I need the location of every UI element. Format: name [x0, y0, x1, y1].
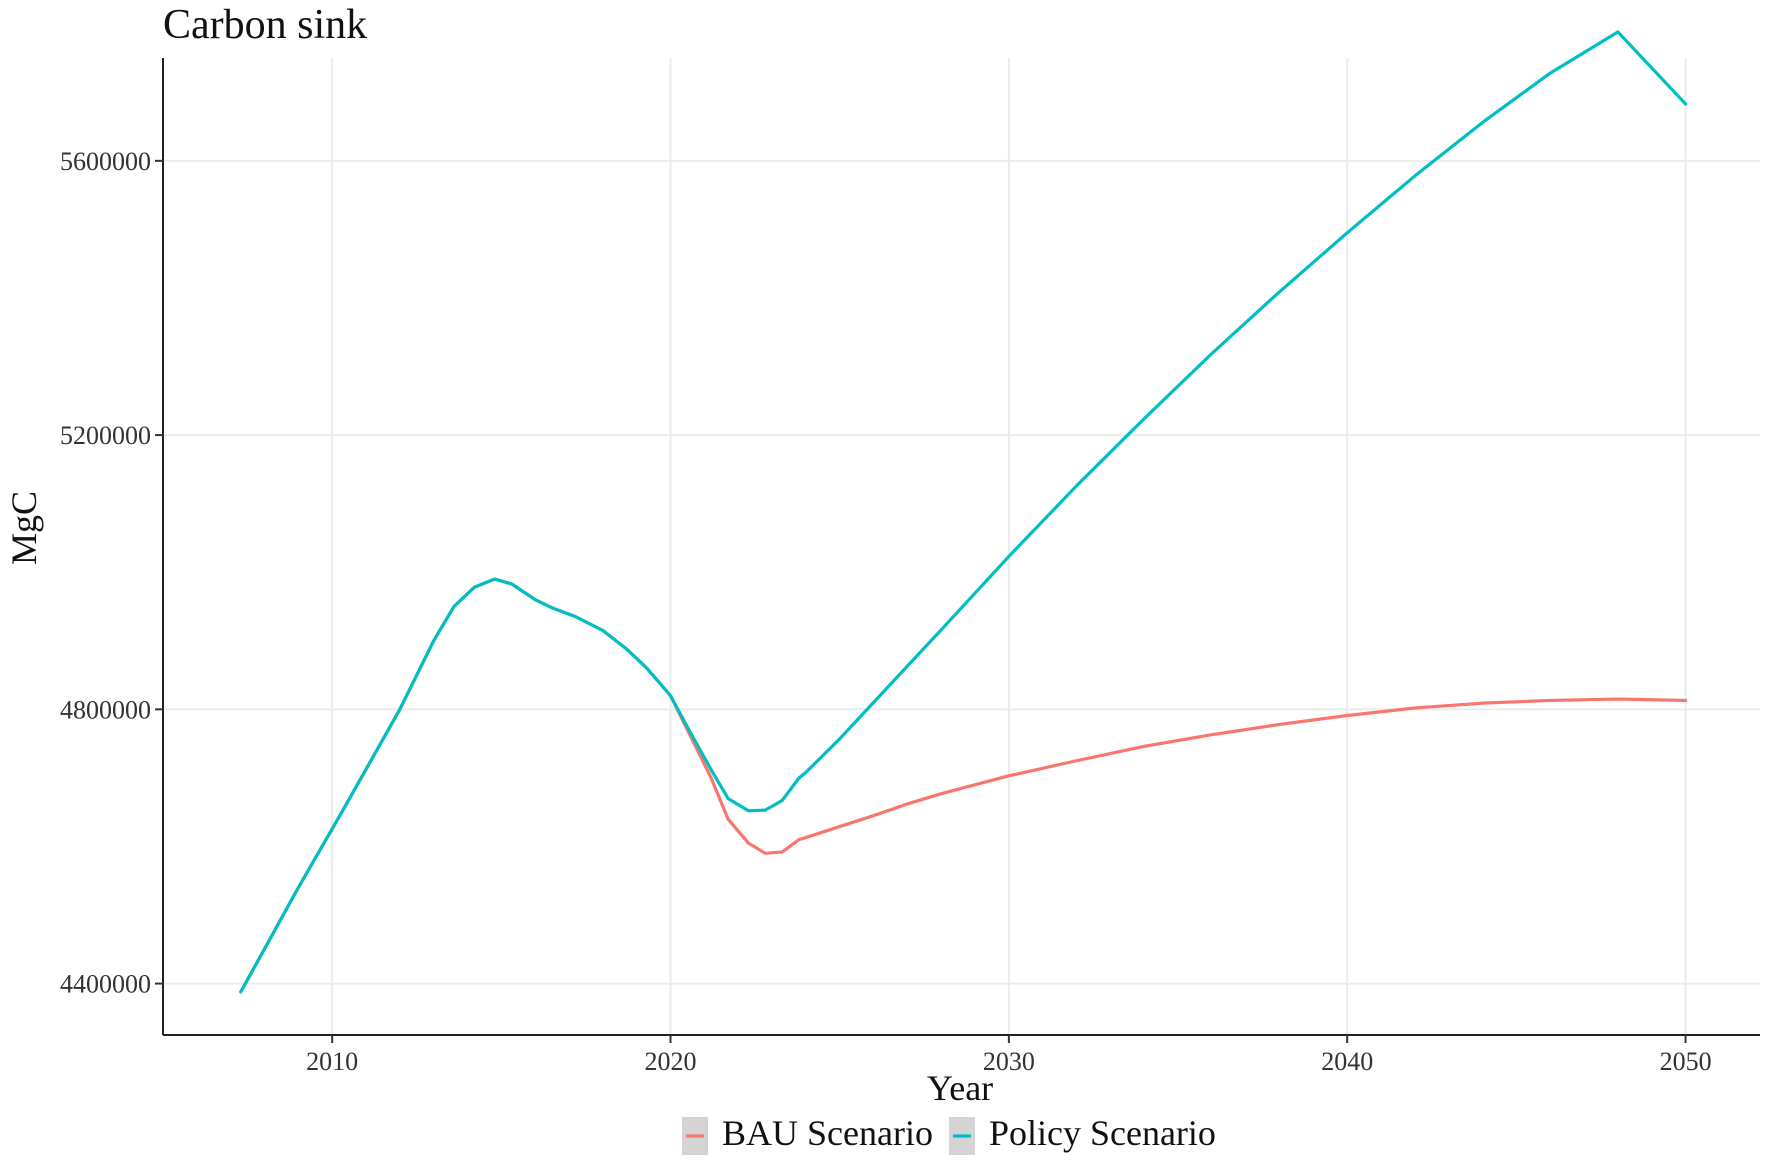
x-tick-label-2040: 2040: [1321, 1047, 1373, 1076]
grid-layer: [163, 58, 1760, 1035]
series-line-policy-scenario: [239, 30, 1688, 994]
legend-label: Policy Scenario: [989, 1113, 1216, 1153]
legend-label: BAU Scenario: [722, 1113, 933, 1153]
legend: BAU Scenario Policy Scenario: [682, 1113, 1216, 1155]
y-tick-label-4400000: 4400000: [60, 970, 151, 999]
axes-layer: [162, 58, 1760, 1036]
y-tick-label-4800000: 4800000: [60, 695, 151, 724]
x-tick-label-2020: 2020: [645, 1047, 697, 1076]
ticks-layer: 2010 2020 2030 2040 2050 4400000 4800000 520000…: [60, 147, 1712, 1076]
x-tick-label-2050: 2050: [1660, 1047, 1712, 1076]
chart-title: Carbon sink: [163, 2, 367, 48]
legend-item-policy-scenario: Policy Scenario: [948, 1113, 1216, 1155]
y-axis-title: MgC: [4, 491, 44, 565]
x-tick-label-2010: 2010: [306, 1047, 358, 1076]
series-line-bau-scenario: [239, 577, 1688, 994]
x-axis-title: Year: [927, 1068, 993, 1108]
legend-item-bau-scenario: BAU Scenario: [682, 1113, 933, 1155]
y-tick-label-5200000: 5200000: [60, 421, 151, 450]
series-layer: [239, 30, 1688, 994]
y-tick-label-5600000: 5600000: [60, 147, 151, 176]
x-tick-label-2030: 2030: [983, 1047, 1035, 1076]
